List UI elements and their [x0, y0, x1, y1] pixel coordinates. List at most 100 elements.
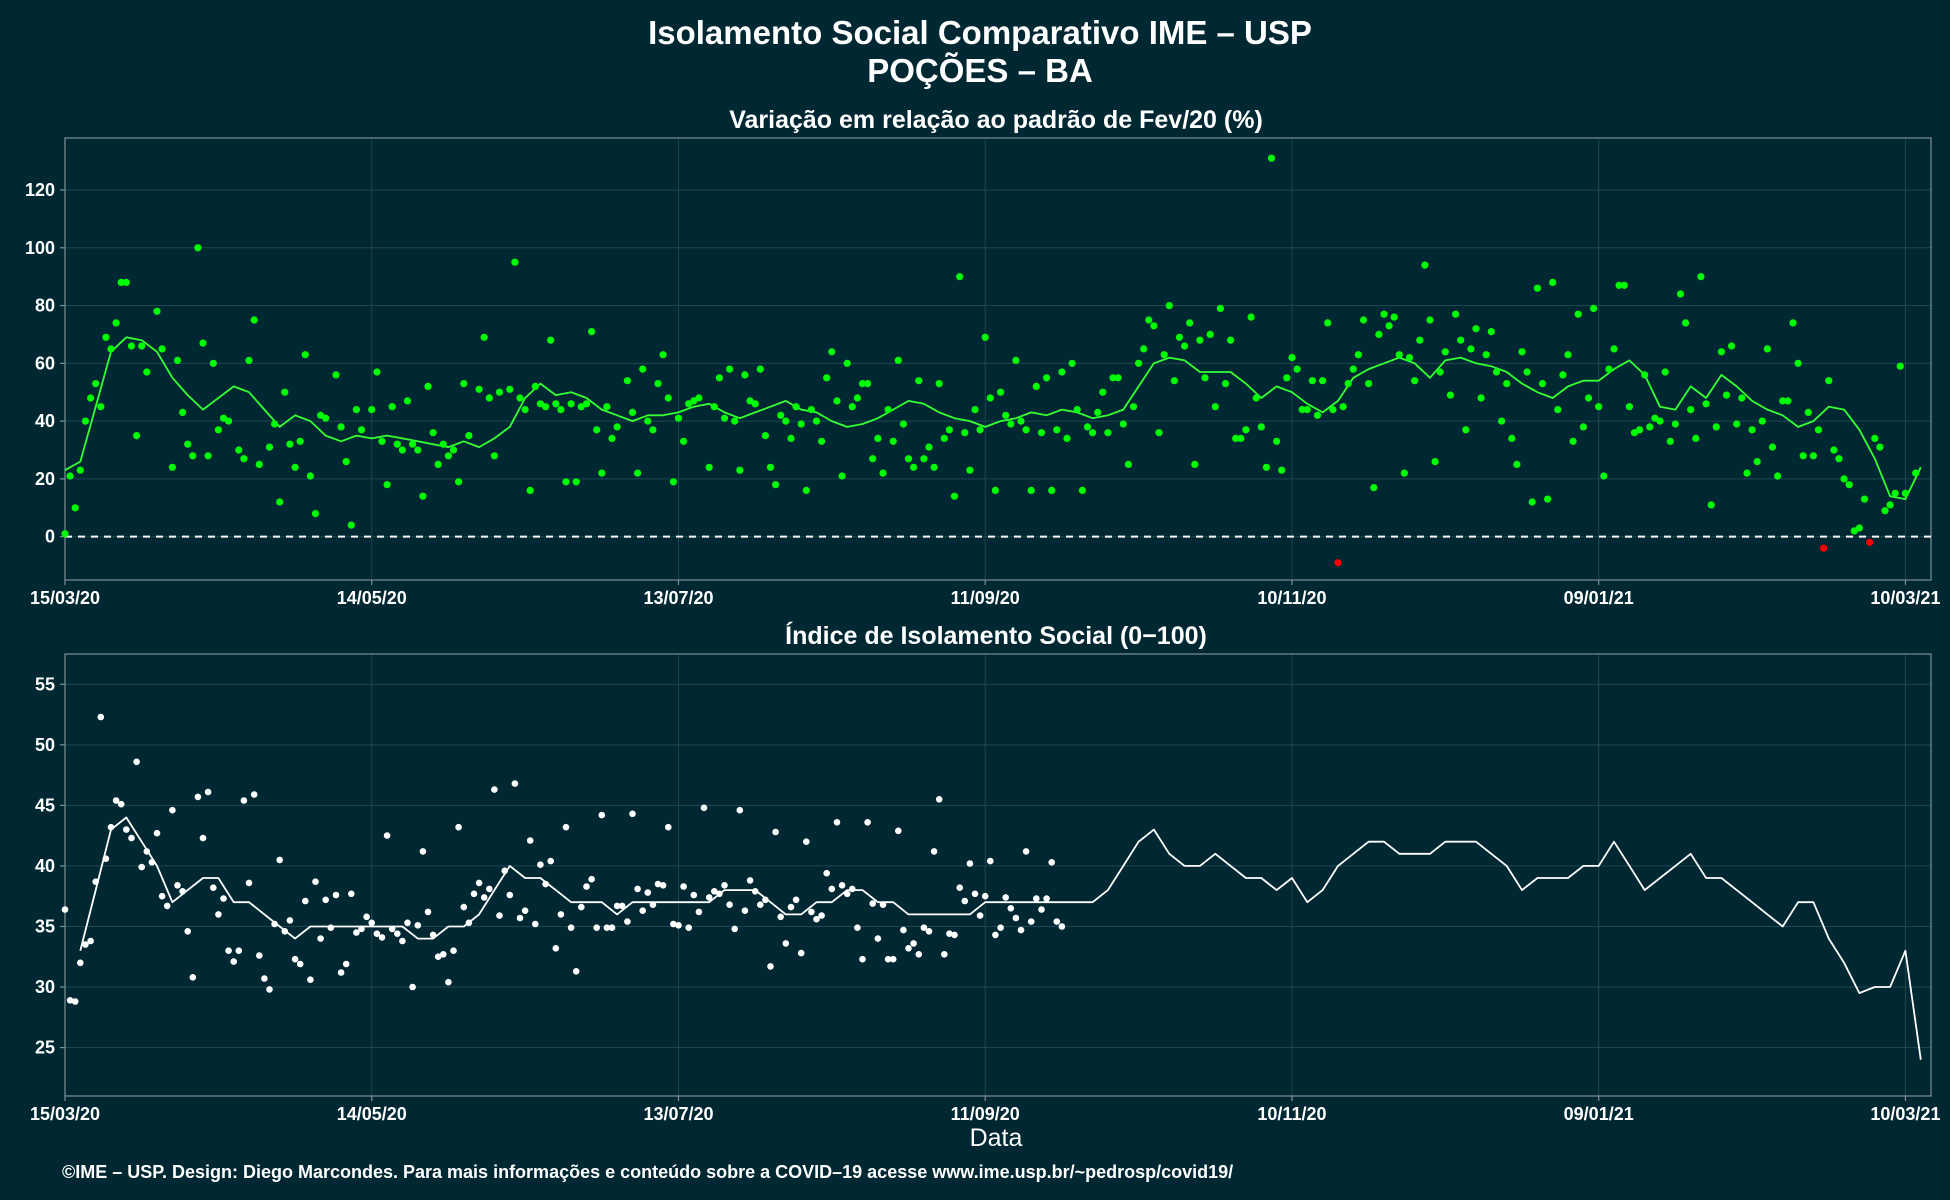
data-point [792, 403, 800, 411]
data-point [864, 819, 871, 826]
data-point [291, 463, 299, 471]
data-point [444, 452, 452, 460]
data-point [1237, 434, 1245, 442]
data-point [404, 919, 411, 927]
data-point [373, 368, 381, 376]
data-point [1467, 345, 1475, 353]
data-point [194, 244, 202, 252]
data-point [884, 955, 892, 963]
data-point [1768, 443, 1777, 451]
data-point [184, 440, 192, 448]
data-point [1676, 290, 1685, 298]
data-point [128, 834, 135, 842]
data-point [77, 959, 84, 967]
data-point [695, 908, 703, 916]
data-point [470, 890, 478, 898]
data-point [690, 891, 698, 899]
data-point [1068, 359, 1076, 367]
data-point [644, 417, 652, 425]
data-point [991, 486, 1000, 494]
data-point [1196, 336, 1204, 344]
data-point [153, 829, 161, 837]
data-point [1615, 281, 1623, 289]
y-tick-label: 80 [35, 296, 55, 316]
data-point [495, 388, 504, 396]
data-point [76, 466, 84, 474]
data-point [276, 498, 284, 506]
data-point [215, 911, 222, 918]
data-point [455, 823, 462, 831]
data-point [485, 394, 493, 402]
data-point [879, 901, 887, 908]
data-point [424, 908, 432, 916]
data-point [823, 869, 830, 877]
panel-frame [64, 653, 1932, 1097]
data-point [368, 919, 376, 927]
data-point [127, 342, 136, 350]
data-point [148, 859, 156, 866]
data-point [1717, 348, 1725, 356]
data-point [1288, 354, 1296, 362]
data-point [1211, 403, 1219, 411]
data-point [1329, 406, 1337, 414]
data-point [552, 400, 560, 408]
data-point [567, 400, 575, 408]
data-point [854, 924, 861, 931]
data-point [394, 930, 401, 937]
data-point [1094, 408, 1102, 416]
data-point [1073, 406, 1081, 414]
data-point [818, 437, 826, 445]
data-point [664, 394, 672, 402]
data-point [1058, 923, 1066, 930]
data-point [261, 975, 268, 982]
data-point [1022, 426, 1030, 434]
data-point [1641, 371, 1649, 379]
data-point [659, 351, 667, 359]
data-point [61, 906, 69, 913]
data-point [424, 382, 432, 390]
data-point [562, 478, 570, 486]
data-point [1804, 408, 1812, 416]
data-point [393, 440, 401, 448]
negative-data-point [1820, 544, 1828, 552]
data-point [659, 882, 667, 889]
data-point [92, 878, 99, 885]
data-point [1498, 417, 1506, 425]
data-point [649, 426, 657, 434]
y-tick-label: 120 [25, 180, 55, 200]
data-point [1032, 382, 1040, 390]
data-point [823, 374, 831, 382]
x-tick-label: 11/09/20 [951, 588, 1020, 608]
data-point [1191, 460, 1199, 468]
data-point [1390, 313, 1398, 321]
data-point [357, 426, 366, 434]
data-point [266, 986, 273, 993]
y-tick-label: 100 [25, 238, 55, 258]
data-point [82, 941, 89, 948]
data-point [1242, 426, 1250, 434]
data-point [935, 796, 943, 803]
data-point [1043, 374, 1051, 382]
data-point [1523, 368, 1531, 376]
data-point [618, 902, 626, 910]
data-point [1344, 380, 1352, 388]
data-point [628, 408, 637, 416]
data-point [1099, 388, 1107, 396]
data-point [603, 924, 611, 931]
data-point [567, 924, 575, 931]
data-point [107, 345, 115, 353]
panel-frame [64, 137, 1932, 581]
data-point [1298, 406, 1306, 414]
data-point [1339, 403, 1347, 411]
top-panel: 0 20 40 60 80 100 120 15/03/20 14/05/20 13/07/20 1… [25, 137, 1940, 608]
data-point [838, 882, 846, 889]
y-tick-label: 40 [35, 856, 55, 876]
data-point [981, 892, 989, 900]
data-point [122, 278, 130, 286]
data-point [255, 952, 263, 959]
data-point [797, 420, 805, 428]
data-point [1140, 345, 1148, 353]
data-point [1671, 420, 1679, 428]
data-point [327, 924, 335, 931]
data-point [685, 924, 692, 931]
